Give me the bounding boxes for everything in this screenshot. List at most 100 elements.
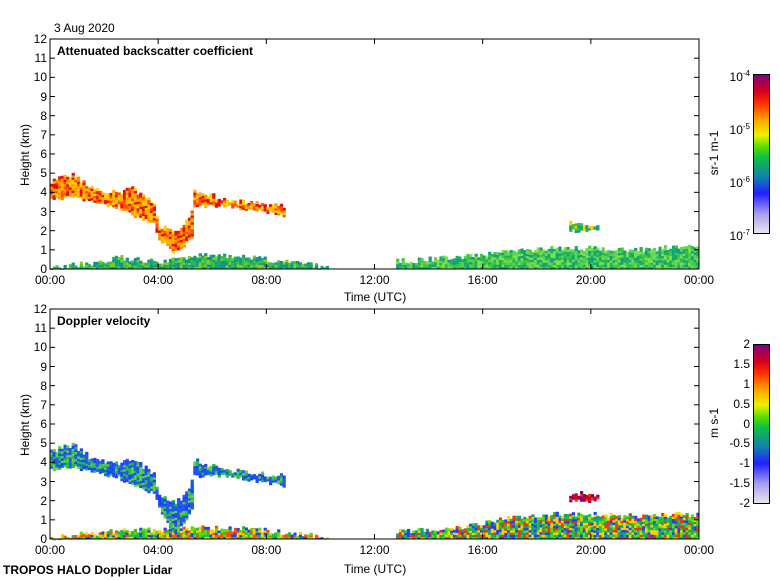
data-cell: [452, 529, 457, 533]
data-cell: [447, 534, 451, 538]
data-cell: [141, 480, 146, 483]
data-cell: [534, 527, 538, 530]
data-cell: [669, 264, 673, 268]
data-cell: [241, 266, 246, 270]
data-cell: [252, 257, 257, 261]
data-cell: [136, 194, 140, 198]
data-cell: [674, 521, 678, 524]
data-cell: [123, 262, 127, 266]
data-cell: [634, 250, 638, 254]
data-cell: [647, 515, 651, 519]
data-cell: [417, 262, 421, 265]
data-cell: [139, 468, 143, 472]
data-cell: [196, 467, 200, 471]
data-cell: [155, 536, 159, 540]
data-cell: [214, 532, 219, 536]
data-cell: [501, 252, 505, 256]
data-cell: [152, 488, 156, 492]
data-cell: [279, 263, 284, 267]
data-cell: [196, 527, 200, 531]
data-cell: [193, 199, 197, 203]
data-cell: [631, 536, 635, 540]
data-cell: [152, 208, 156, 212]
data-cell: [179, 521, 184, 524]
data-cell: [244, 532, 248, 535]
data-cell: [231, 262, 235, 266]
data-cell: [139, 485, 143, 489]
data-cell: [255, 475, 259, 479]
data-cell: [574, 493, 578, 497]
data-cell: [477, 536, 481, 540]
data-cell: [582, 531, 586, 535]
data-cell: [304, 534, 308, 538]
data-cell: [550, 264, 554, 268]
data-cell: [220, 530, 224, 534]
data-cell: [561, 515, 565, 519]
data-cell: [55, 454, 59, 458]
data-cell: [236, 266, 240, 270]
data-cell: [141, 484, 146, 488]
data-cell: [90, 197, 94, 201]
data-cell: [152, 490, 156, 494]
data-cell: [301, 536, 305, 539]
data-cell: [141, 194, 146, 198]
data-cell: [87, 459, 92, 463]
data-cell: [685, 246, 689, 249]
data-cell: [187, 237, 192, 241]
data-cell: [534, 254, 538, 258]
data-cell: [663, 525, 668, 529]
data-cell: [252, 529, 257, 533]
data-cell: [552, 532, 557, 535]
data-cell: [412, 530, 416, 534]
data-cell: [680, 246, 684, 250]
data-cell: [477, 257, 481, 261]
data-cell: [58, 196, 62, 200]
data-cell: [160, 235, 165, 239]
data-cell: [190, 497, 194, 500]
data-cell: [577, 495, 581, 499]
data-cell: [209, 257, 213, 261]
data-cell: [644, 530, 649, 533]
data-cell: [79, 184, 83, 188]
data-cell: [185, 238, 189, 241]
data-cell: [152, 481, 156, 485]
data-cell: [123, 462, 127, 466]
data-cell: [71, 460, 75, 464]
data-cell: [528, 266, 532, 270]
data-cell: [131, 466, 135, 470]
data-cell: [571, 259, 576, 263]
data-cell: [106, 531, 110, 535]
data-cell: [661, 257, 665, 261]
data-cell: [190, 266, 194, 270]
data-cell: [179, 536, 184, 540]
data-cell: [593, 512, 597, 515]
data-cell: [577, 517, 581, 521]
data-cell: [525, 253, 530, 257]
data-cell: [458, 266, 462, 270]
data-cell: [609, 255, 613, 259]
data-cell: [488, 261, 492, 265]
data-cell: [509, 252, 513, 256]
data-cell: [585, 255, 589, 258]
data-cell: [193, 255, 197, 259]
data-cell: [77, 537, 81, 540]
data-cell: [634, 529, 638, 533]
data-cell: [598, 516, 603, 520]
data-cell: [593, 259, 597, 263]
data-cell: [612, 524, 616, 528]
data-cell: [569, 227, 573, 230]
data-cell: [90, 458, 94, 462]
data-cell: [588, 536, 592, 540]
data-cell: [206, 469, 211, 473]
data-cell: [152, 260, 156, 264]
data-cell: [287, 266, 292, 270]
data-cell: [204, 255, 208, 259]
data-cell: [250, 205, 254, 208]
data-cell: [52, 180, 56, 184]
data-cell: [101, 461, 105, 465]
data-cell: [93, 536, 97, 540]
data-cell: [696, 522, 700, 526]
data-cell: [680, 532, 684, 535]
data-cell: [542, 521, 546, 524]
data-cell: [182, 536, 186, 540]
